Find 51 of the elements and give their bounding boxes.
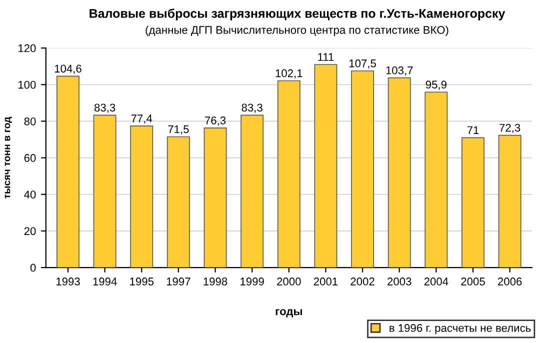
x-tick-label: 2005 [461,278,485,286]
bar [388,77,411,268]
text: 72,3 [500,124,520,134]
text: 103,7 [386,66,413,76]
bar [93,114,116,268]
x-tick-label: 2002 [350,278,374,286]
legend-label: в 1996 г. расчеты не велись [390,324,531,334]
bar [130,126,154,268]
bar [462,137,484,268]
bar [351,70,374,268]
bar [424,92,448,268]
text: 104,6 [54,64,82,74]
x-tick-label: 1998 [204,278,228,286]
text: 107,5 [349,59,376,69]
chart-subtitle: (данные ДГП Вычислительного центра по статистике ВКО) [146,26,448,36]
text: 76,3 [205,116,226,126]
text: 83,3 [94,104,116,113]
x-tick-label: 1994 [93,278,117,286]
text: 111 [318,53,334,61]
y-tick-label: 120 [18,44,36,52]
bar [314,64,338,268]
chart-title: Валовые выбросы загрязняющих веществ по г.Усть-Каменогорску [90,8,506,20]
bar [498,134,522,268]
x-tick-label: 2004 [424,278,448,286]
y-tick-label: 80 [24,117,36,126]
y-tick-label: 60 [24,154,36,162]
bar [166,136,190,268]
text: 95,9 [426,80,446,90]
x-tick-label: 2000 [277,278,301,286]
y-axis-title: тысяч тонн в год [4,116,12,199]
text: 83,3 [242,104,262,113]
text: 71,5 [168,125,189,134]
x-tick-label: 2003 [388,278,412,286]
y-tick-label: 20 [24,227,36,236]
y-tick-label: 0 [30,264,36,272]
x-tick-label: 2006 [498,278,522,286]
x-axis-title: годы [276,309,302,318]
bar [240,114,264,268]
bar [277,80,300,268]
text: 77,4 [131,114,152,124]
y-tick-label: 40 [24,190,36,198]
x-tick-label: 1993 [56,278,80,286]
y-tick-label: 100 [18,80,36,89]
x-tick-label: 1999 [240,278,264,286]
x-tick-label: 1997 [166,278,190,286]
x-tick-label: 2001 [314,278,338,286]
bar [56,76,80,268]
text: 102,1 [276,69,302,78]
x-tick-label: 1995 [130,278,154,286]
text: 71 [467,126,479,134]
bar [204,128,227,268]
